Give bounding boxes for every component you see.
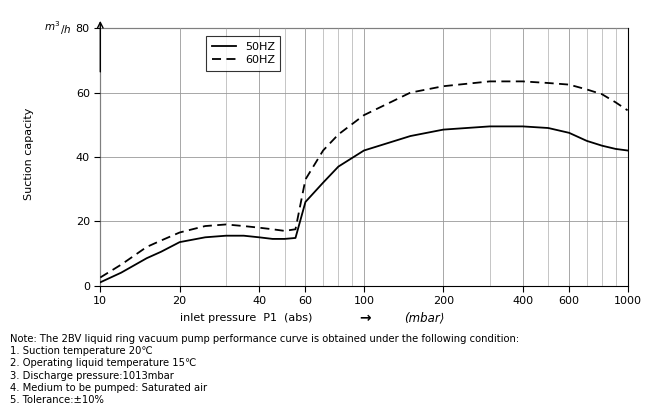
Text: 2. Operating liquid temperature 15℃: 2. Operating liquid temperature 15℃ (10, 358, 196, 369)
Text: 4. Medium to be pumped: Saturated air: 4. Medium to be pumped: Saturated air (10, 383, 207, 393)
Text: $m^3$: $m^3$ (44, 19, 61, 33)
Text: →: → (360, 311, 371, 325)
Text: 3. Discharge pressure:1013mbar: 3. Discharge pressure:1013mbar (10, 371, 173, 381)
Text: 5. Tolerance:±10%: 5. Tolerance:±10% (10, 395, 104, 405)
Text: Suction capacity: Suction capacity (24, 108, 34, 200)
Text: Note: The 2BV liquid ring vacuum pump performance curve is obtained under the fo: Note: The 2BV liquid ring vacuum pump pe… (10, 334, 519, 344)
Text: $/h$: $/h$ (60, 23, 72, 36)
Text: inlet pressure  P1  (abs): inlet pressure P1 (abs) (180, 313, 312, 323)
Legend: 50HZ, 60HZ: 50HZ, 60HZ (206, 36, 280, 71)
Text: 1. Suction temperature 20℃: 1. Suction temperature 20℃ (10, 346, 152, 356)
Text: (mbar⟩: (mbar⟩ (404, 311, 444, 324)
